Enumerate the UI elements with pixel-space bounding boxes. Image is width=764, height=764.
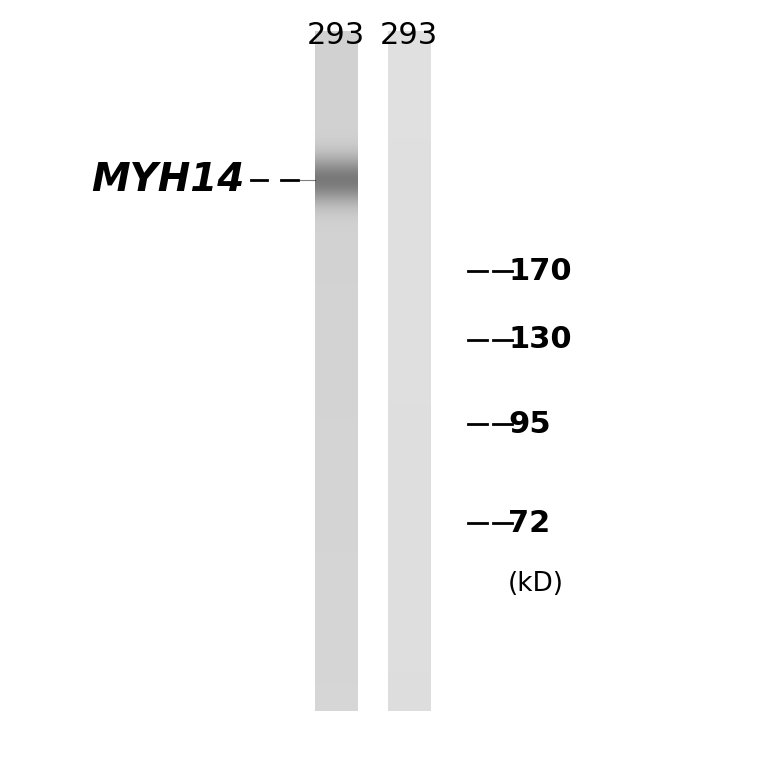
Text: 130: 130 bbox=[508, 325, 571, 354]
Text: 170: 170 bbox=[508, 257, 571, 286]
Text: MYH14: MYH14 bbox=[91, 160, 244, 199]
Text: 293: 293 bbox=[380, 21, 438, 50]
Text: (kD): (kD) bbox=[508, 571, 564, 597]
Text: 95: 95 bbox=[508, 410, 551, 439]
Text: 293: 293 bbox=[307, 21, 365, 50]
Text: 72: 72 bbox=[508, 509, 550, 538]
